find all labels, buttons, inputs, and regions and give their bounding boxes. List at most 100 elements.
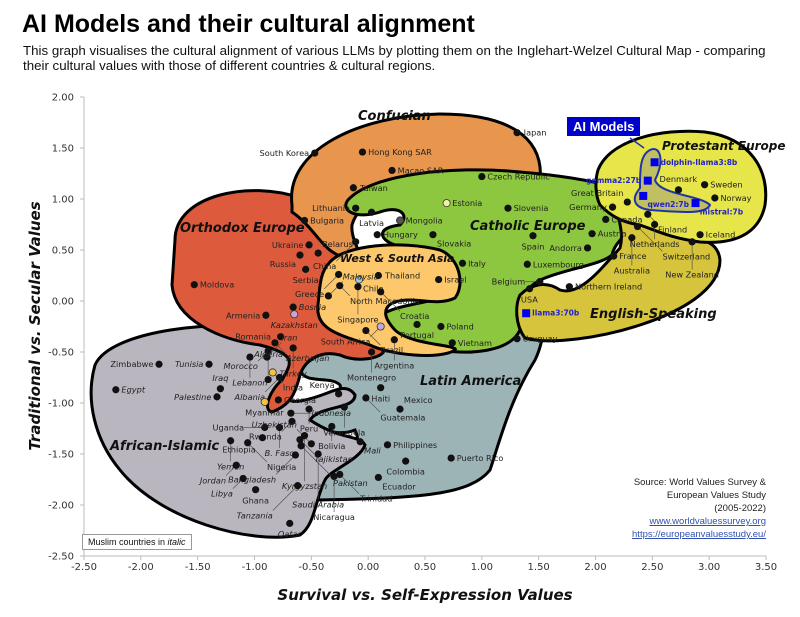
country-label: Iraq [212, 373, 228, 383]
country-dot [513, 335, 521, 343]
country-label: Lithuania [312, 203, 350, 213]
x-tick-label: 0.00 [357, 562, 379, 573]
country-point: Uruguay [513, 334, 558, 344]
country-dot [395, 216, 404, 225]
country-point: Slovakia [429, 231, 471, 249]
country-point: Italy [458, 258, 486, 268]
country-points: Japan South Korea Hong Kong SAR Macao SAR Ta… [110, 128, 751, 539]
country-dot [258, 434, 267, 442]
evs-link[interactable]: https://europeanvaluesstudy.eu/ [632, 529, 766, 540]
country-point: Estonia [442, 198, 482, 208]
country-dot [291, 451, 300, 459]
country-label: Israel [444, 275, 466, 285]
country-point: USA [521, 285, 538, 304]
country-label: Mexico [404, 395, 433, 405]
country-point: Yemen [217, 437, 244, 471]
country-point: Japan [513, 128, 547, 138]
country-point: Norway [711, 193, 752, 203]
country-label: Mongolia [406, 215, 443, 225]
country-dot [435, 275, 443, 284]
y-tick-label: -2.00 [48, 501, 74, 512]
country-dot [227, 437, 235, 445]
country-label: Lebanon [232, 378, 267, 388]
country-point: Hungary [373, 230, 418, 240]
ai-model-label: dolphin-llama3:8b [661, 158, 738, 167]
country-label: Ethiopia [222, 444, 255, 454]
country-dot [602, 215, 610, 223]
country-point: South Africa [321, 322, 385, 347]
country-dot [478, 172, 486, 181]
country-dot [373, 231, 381, 239]
country-point: Croatia [377, 288, 429, 321]
country-point: Malaysia [324, 271, 379, 300]
country-dot [356, 438, 364, 446]
country-label: Argentina [374, 360, 414, 370]
country-dot [261, 423, 269, 432]
country-label: Czech Republic [487, 172, 549, 182]
country-dot [314, 249, 322, 257]
x-tick-label: 0.50 [414, 562, 436, 573]
country-label: Austria [598, 229, 627, 239]
country-label: Jordan [198, 475, 226, 485]
country-point: Lithuania [312, 203, 360, 213]
legend-note-text: Muslim countries in [88, 537, 168, 547]
country-point: Belgium [492, 277, 544, 287]
ai-model-point: llama3:70b [522, 309, 580, 318]
country-dot [608, 203, 617, 211]
country-point: Philippines [383, 440, 437, 450]
country-point: Mongolia [395, 215, 443, 225]
country-point: Venezuela [323, 403, 365, 438]
country-point: Georgia [274, 395, 316, 405]
country-dot [246, 353, 254, 361]
country-point: Chile [355, 275, 383, 294]
country-point: Finland [644, 210, 687, 235]
wvs-link[interactable]: www.worldvaluessurvey.org [649, 516, 766, 527]
country-label: Egypt [121, 385, 145, 395]
country-point: B. Faso [265, 423, 294, 458]
country-dot [458, 259, 467, 267]
country-dot [290, 310, 299, 319]
country-dot [314, 450, 322, 458]
country-point: Switzerland [633, 222, 710, 261]
x-ticks: -2.50 -2.00 -1.50 -1.00 -0.50 0.00 0.50 1.00 1.5… [71, 556, 777, 573]
country-dot [583, 244, 592, 252]
country-point: Poland [437, 322, 474, 332]
country-point: Vietnam [448, 338, 492, 348]
label-leader-line [339, 474, 360, 494]
country-point: Russia [270, 251, 304, 269]
country-label: South Korea [260, 148, 310, 158]
country-label: Azerbaijan [285, 353, 329, 363]
x-tick-label: -0.50 [298, 562, 324, 573]
label-leader-line [336, 241, 356, 262]
country-label: Luxembourg [533, 259, 584, 269]
country-point: Iceland [696, 230, 735, 240]
ai-model-label: mistral:7b [700, 207, 744, 216]
country-dot [335, 270, 343, 279]
label-leader-line [247, 442, 268, 463]
source-line-1: Source: World Values Survey & [633, 477, 766, 488]
ai-model-label: gemma2:27b [586, 176, 642, 185]
country-label: Macao SAR [398, 165, 444, 175]
country-dot [358, 148, 367, 156]
country-label: Bangladesh [228, 474, 276, 484]
ai-model-marker [522, 309, 531, 318]
country-label: Great Britain [571, 188, 623, 198]
country-label: Japan [523, 128, 547, 138]
country-point: Northern Ireland [565, 282, 642, 292]
region-label-protestant: Protestant Europe [662, 139, 786, 153]
country-dot [289, 303, 297, 311]
country-point: Uzbekistan [252, 419, 315, 448]
country-dot [268, 368, 277, 377]
ai-model-points: dolphin-llama3:8b gemma2:27b qwen2:7b mistr… [522, 158, 744, 318]
country-dot [324, 292, 332, 300]
country-label: Canada [611, 214, 642, 224]
country-label: Saudi Arabia [292, 500, 344, 510]
country-dot [374, 271, 382, 280]
x-axis-label: Survival vs. Self-Expression Values [277, 586, 572, 604]
country-label: Palestine [174, 392, 211, 402]
country-label: Uganda [213, 422, 245, 432]
country-label: Indonesia [311, 408, 351, 418]
country-dot [274, 396, 282, 404]
